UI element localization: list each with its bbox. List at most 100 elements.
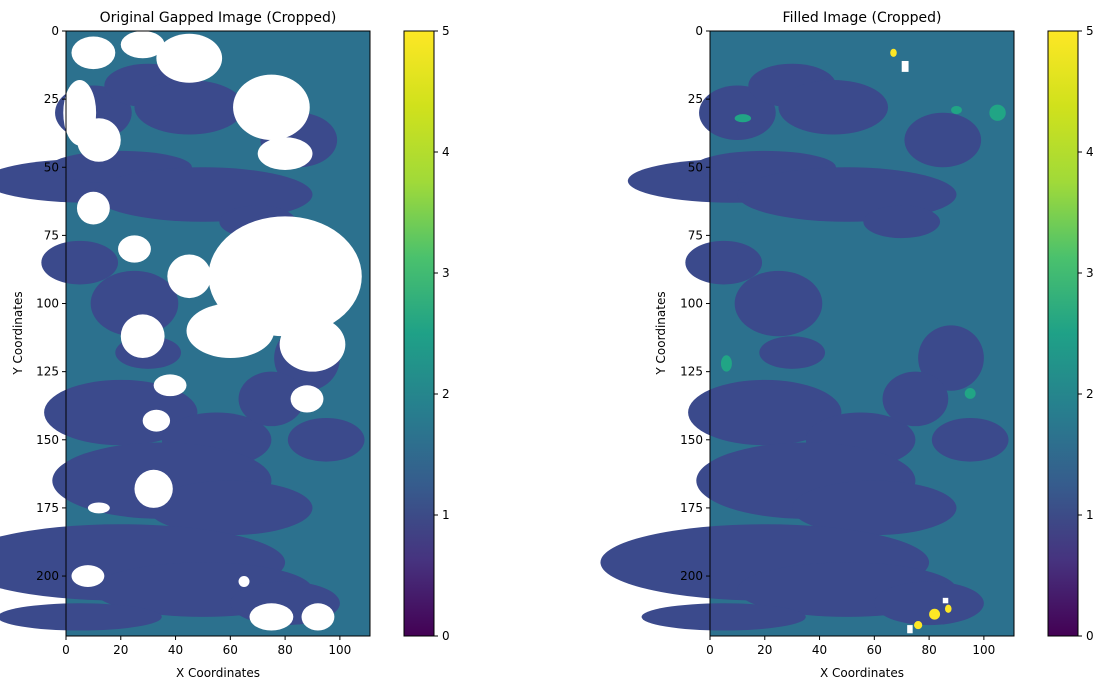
y-tick-label: 150 [680, 433, 703, 447]
heatmap-cell [918, 325, 984, 391]
heatmap-cell [914, 621, 923, 630]
gap-region [142, 409, 171, 432]
y-tick-label: 50 [688, 160, 703, 174]
heatmap-cell [929, 608, 941, 620]
y-tick-label: 100 [680, 297, 703, 311]
heatmap-cell [238, 371, 305, 427]
y-tick-label: 100 [36, 297, 59, 311]
heatmap-cell [41, 240, 119, 285]
heatmap-cell [989, 104, 1006, 121]
gap-region [257, 137, 313, 170]
y-axis-label: Y Coordinates [654, 291, 668, 375]
gap-region [71, 36, 116, 70]
y-tick-label: 175 [680, 501, 703, 515]
gap-region [290, 385, 324, 413]
x-tick-label: 80 [921, 643, 936, 657]
panel-original: Original Gapped Image (Cropped) 0 20 40 60 8… [0, 10, 450, 680]
x-tick-label: 60 [223, 643, 238, 657]
y-tick-label: 150 [36, 433, 59, 447]
colorbar-tick-label: 5 [442, 24, 450, 38]
gap-region [120, 314, 165, 359]
gap-region [153, 374, 187, 397]
y-tick-label: 75 [44, 228, 59, 242]
colorbar-tick-label: 4 [1086, 145, 1094, 159]
heatmap-cell [904, 112, 982, 168]
heatmap-cell [944, 604, 952, 613]
heatmap-cell [778, 80, 889, 135]
y-axis-ticks: 0 25 50 75 100 125 150 175 200 [36, 24, 66, 583]
heatmap-cell [882, 371, 949, 427]
y-tick-label: 75 [688, 228, 703, 242]
y-axis-label: Y Coordinates [11, 291, 25, 375]
heatmap-cell [874, 581, 984, 626]
heatmap-image [0, 31, 370, 636]
colorbar-tick-label: 1 [442, 508, 450, 522]
gap-region [167, 254, 212, 299]
gap-region [186, 303, 275, 359]
y-tick-label: 200 [36, 569, 59, 583]
x-tick-label: 0 [62, 643, 70, 657]
heatmap-cell [734, 114, 752, 123]
plot-frame [65, 30, 371, 637]
heatmap-cell [931, 417, 1009, 462]
y-tick-label: 0 [695, 24, 703, 38]
heatmap-cell [688, 379, 842, 446]
colorbar-tick-label: 3 [442, 266, 450, 280]
colorbar-tick-label: 5 [1086, 24, 1094, 38]
x-axis-ticks: 0 20 40 60 80 100 [62, 636, 351, 657]
x-axis-label: X Coordinates [176, 666, 260, 680]
x-tick-label: 20 [113, 643, 128, 657]
gap-region [118, 235, 151, 263]
gap-region [134, 469, 173, 508]
x-tick-label: 0 [706, 643, 714, 657]
y-tick-label: 25 [688, 92, 703, 106]
x-tick-label: 100 [328, 643, 351, 657]
x-tick-label: 100 [972, 643, 995, 657]
heatmap-cell [792, 480, 957, 536]
gap-region [907, 625, 913, 634]
colorbar-ticks: 0 1 2 3 4 5 [434, 24, 450, 643]
heatmap-cell [699, 85, 776, 141]
chart-title: Original Gapped Image (Cropped) [100, 10, 337, 26]
y-axis-ticks: 0 25 50 75 100 125 150 175 200 [680, 24, 710, 583]
heatmap-image [600, 31, 1014, 636]
x-tick-label: 20 [757, 643, 772, 657]
y-tick-label: 125 [36, 365, 59, 379]
colorbar-tick-label: 0 [1086, 629, 1094, 643]
y-tick-label: 175 [36, 501, 59, 515]
chart-title: Filled Image (Cropped) [783, 10, 942, 26]
heatmap-cell [951, 105, 962, 115]
x-tick-label: 40 [812, 643, 827, 657]
x-tick-label: 60 [867, 643, 882, 657]
y-tick-label: 125 [680, 365, 703, 379]
heatmap-cell [964, 388, 976, 399]
x-tick-label: 40 [168, 643, 183, 657]
y-tick-label: 0 [51, 24, 59, 38]
y-tick-label: 200 [680, 569, 703, 583]
x-tick-label: 80 [277, 643, 292, 657]
gap-region [238, 576, 250, 587]
heatmap-cell [759, 336, 826, 369]
x-axis-ticks: 0 20 40 60 80 100 [706, 636, 995, 657]
panel-filled: Filled Image (Cropped) 0 20 40 60 80 100 0255… [600, 10, 1094, 680]
colorbar-tick-label: 1 [1086, 508, 1094, 522]
heatmap-cell [0, 603, 162, 631]
heatmap-cell [890, 48, 897, 57]
gap-region [279, 317, 346, 372]
gap-region [249, 603, 294, 631]
gap-region [76, 118, 121, 162]
gap-region [301, 603, 335, 631]
heatmap-cell [720, 355, 732, 372]
colorbar-tick-label: 3 [1086, 266, 1094, 280]
y-tick-label: 25 [44, 92, 59, 106]
gap-region [71, 565, 105, 587]
heatmap-cell [685, 240, 763, 285]
heatmap-cell [734, 270, 823, 337]
x-axis-label: X Coordinates [820, 666, 904, 680]
heatmap-cell [287, 417, 365, 462]
gap-region [233, 74, 310, 141]
colorbar-tick-label: 2 [442, 387, 450, 401]
heatmap-cell [134, 80, 245, 135]
colorbar [1047, 30, 1079, 637]
